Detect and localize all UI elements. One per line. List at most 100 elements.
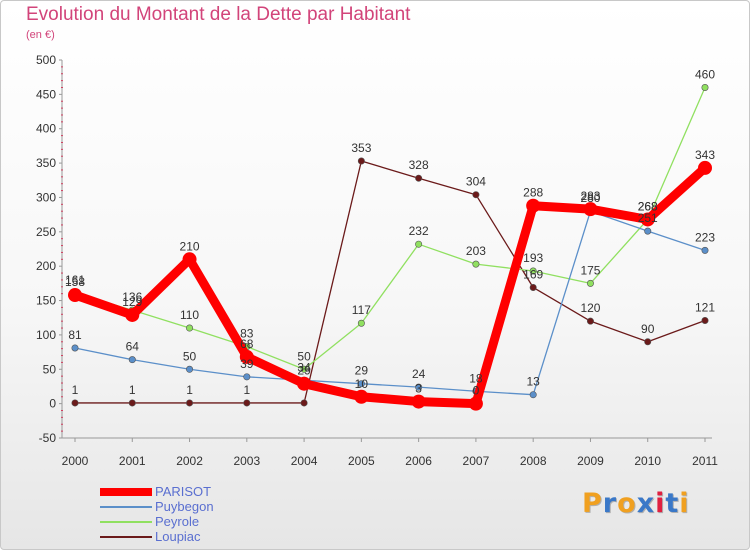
data-label-parisot: 288: [523, 186, 543, 200]
x-tick-label: 2008: [520, 454, 547, 468]
legend-swatch-peyrole: [100, 521, 152, 523]
y-tick-label: 450: [36, 87, 56, 101]
data-point-loupiac: [472, 191, 480, 199]
data-label-puybegon: 280: [580, 191, 600, 205]
data-point-peyrole: [586, 279, 594, 287]
data-label-parisot: 29: [297, 364, 311, 378]
data-point-parisot: [297, 376, 312, 391]
data-point-loupiac: [586, 317, 594, 325]
data-label-peyrole: 268: [638, 199, 658, 213]
logo-letter: P: [582, 488, 603, 519]
x-tick-label: 2004: [291, 454, 318, 468]
x-tick-label: 2011: [692, 454, 718, 468]
data-point-peyrole: [701, 83, 709, 91]
data-label-peyrole: 161: [65, 273, 85, 287]
data-label-parisot: 3: [415, 382, 422, 396]
y-tick-label: 0: [49, 397, 56, 411]
x-tick-label: 2007: [463, 454, 490, 468]
data-point-puybegon: [243, 373, 251, 381]
series-line-loupiac: [74, 160, 706, 404]
data-point-puybegon: [701, 246, 709, 254]
data-point-parisot: [640, 212, 655, 227]
data-label-puybegon: 50: [183, 349, 197, 363]
data-point-parisot: [411, 394, 426, 409]
data-point-loupiac: [529, 283, 537, 291]
series-line-parisot: [70, 163, 710, 409]
data-label-parisot: 210: [180, 239, 200, 253]
legend-item-puybegon: Puybegon: [100, 499, 300, 514]
data-label-peyrole: 50: [297, 349, 311, 363]
data-point-parisot: [698, 160, 712, 175]
y-tick-label: 200: [36, 259, 56, 273]
data-point-loupiac: [128, 399, 136, 407]
data-label-parisot: 158: [65, 275, 85, 289]
data-point-puybegon: [71, 344, 79, 352]
y-tick-label: 400: [36, 122, 56, 136]
y-tick-label: 300: [36, 190, 56, 204]
data-point-loupiac: [644, 338, 652, 346]
data-point-parisot: [125, 307, 140, 322]
data-label-peyrole: 110: [180, 308, 199, 322]
proxiti-logo: Proxiti: [582, 488, 690, 519]
legend-item-parisot: PARISOT: [100, 484, 300, 499]
x-tick-label: 2006: [405, 454, 432, 468]
series-line-peyrole: [74, 86, 706, 370]
data-label-puybegon: 29: [355, 364, 369, 378]
data-label-loupiac: 1: [186, 383, 193, 397]
data-label-loupiac: 169: [523, 267, 543, 281]
legend-item-loupiac: Loupiac: [100, 529, 300, 544]
data-label-loupiac: 328: [409, 158, 429, 172]
data-label-loupiac: 1: [72, 383, 79, 397]
data-label-peyrole: 232: [409, 224, 429, 238]
logo-letter: i: [679, 488, 690, 519]
x-tick-label: 2010: [634, 454, 661, 468]
data-point-parisot: [468, 396, 483, 411]
y-tick-label: 100: [36, 328, 56, 342]
data-point-parisot: [354, 389, 369, 404]
chart-title: Evolution du Montant de la Dette par Hab…: [26, 4, 411, 25]
data-point-peyrole: [186, 324, 194, 332]
data-label-loupiac: 121: [695, 300, 715, 314]
chart-legend: PARISOT Puybegon Peyrole Loupiac: [100, 484, 300, 544]
data-point-peyrole: [300, 365, 308, 373]
data-point-parisot: [239, 349, 254, 364]
data-point-loupiac: [243, 399, 251, 407]
data-label-loupiac: 304: [466, 175, 486, 189]
legend-label-loupiac: Loupiac: [155, 529, 201, 544]
logo-letter: r: [602, 488, 618, 519]
data-point-loupiac: [415, 174, 423, 182]
y-tick-label: 500: [36, 53, 56, 67]
data-label-parisot: 68: [240, 337, 254, 351]
legend-label-parisot: PARISOT: [155, 484, 212, 499]
data-label-parisot: 343: [695, 148, 715, 162]
data-point-parisot: [583, 202, 598, 217]
data-label-parisot: 283: [580, 189, 600, 203]
logo-letter: t: [665, 488, 680, 519]
data-point-peyrole: [472, 260, 480, 268]
data-point-parisot: [526, 198, 541, 213]
data-label-puybegon: 24: [412, 367, 426, 381]
data-point-loupiac: [357, 157, 365, 165]
data-label-puybegon: 13: [527, 375, 541, 389]
data-label-loupiac: 90: [641, 322, 655, 336]
x-tick-label: 2003: [233, 454, 260, 468]
x-tick-label: 2009: [577, 454, 604, 468]
data-label-puybegon: 34: [297, 360, 311, 374]
data-point-puybegon: [529, 391, 537, 399]
data-label-peyrole: 83: [240, 327, 254, 341]
data-point-puybegon: [644, 227, 652, 235]
x-tick-label: 2002: [176, 454, 203, 468]
data-point-puybegon: [128, 356, 136, 364]
data-point-puybegon: [415, 383, 423, 391]
data-label-puybegon: 18: [469, 371, 483, 385]
chart-subtitle: (en €): [26, 29, 55, 41]
data-label-peyrole: 117: [352, 303, 371, 317]
legend-label-puybegon: Puybegon: [155, 499, 214, 514]
data-label-peyrole: 193: [523, 251, 543, 265]
data-label-peyrole: 203: [466, 244, 486, 258]
data-point-parisot: [68, 288, 82, 303]
data-label-parisot: 129: [122, 295, 142, 309]
data-point-peyrole: [415, 240, 423, 248]
